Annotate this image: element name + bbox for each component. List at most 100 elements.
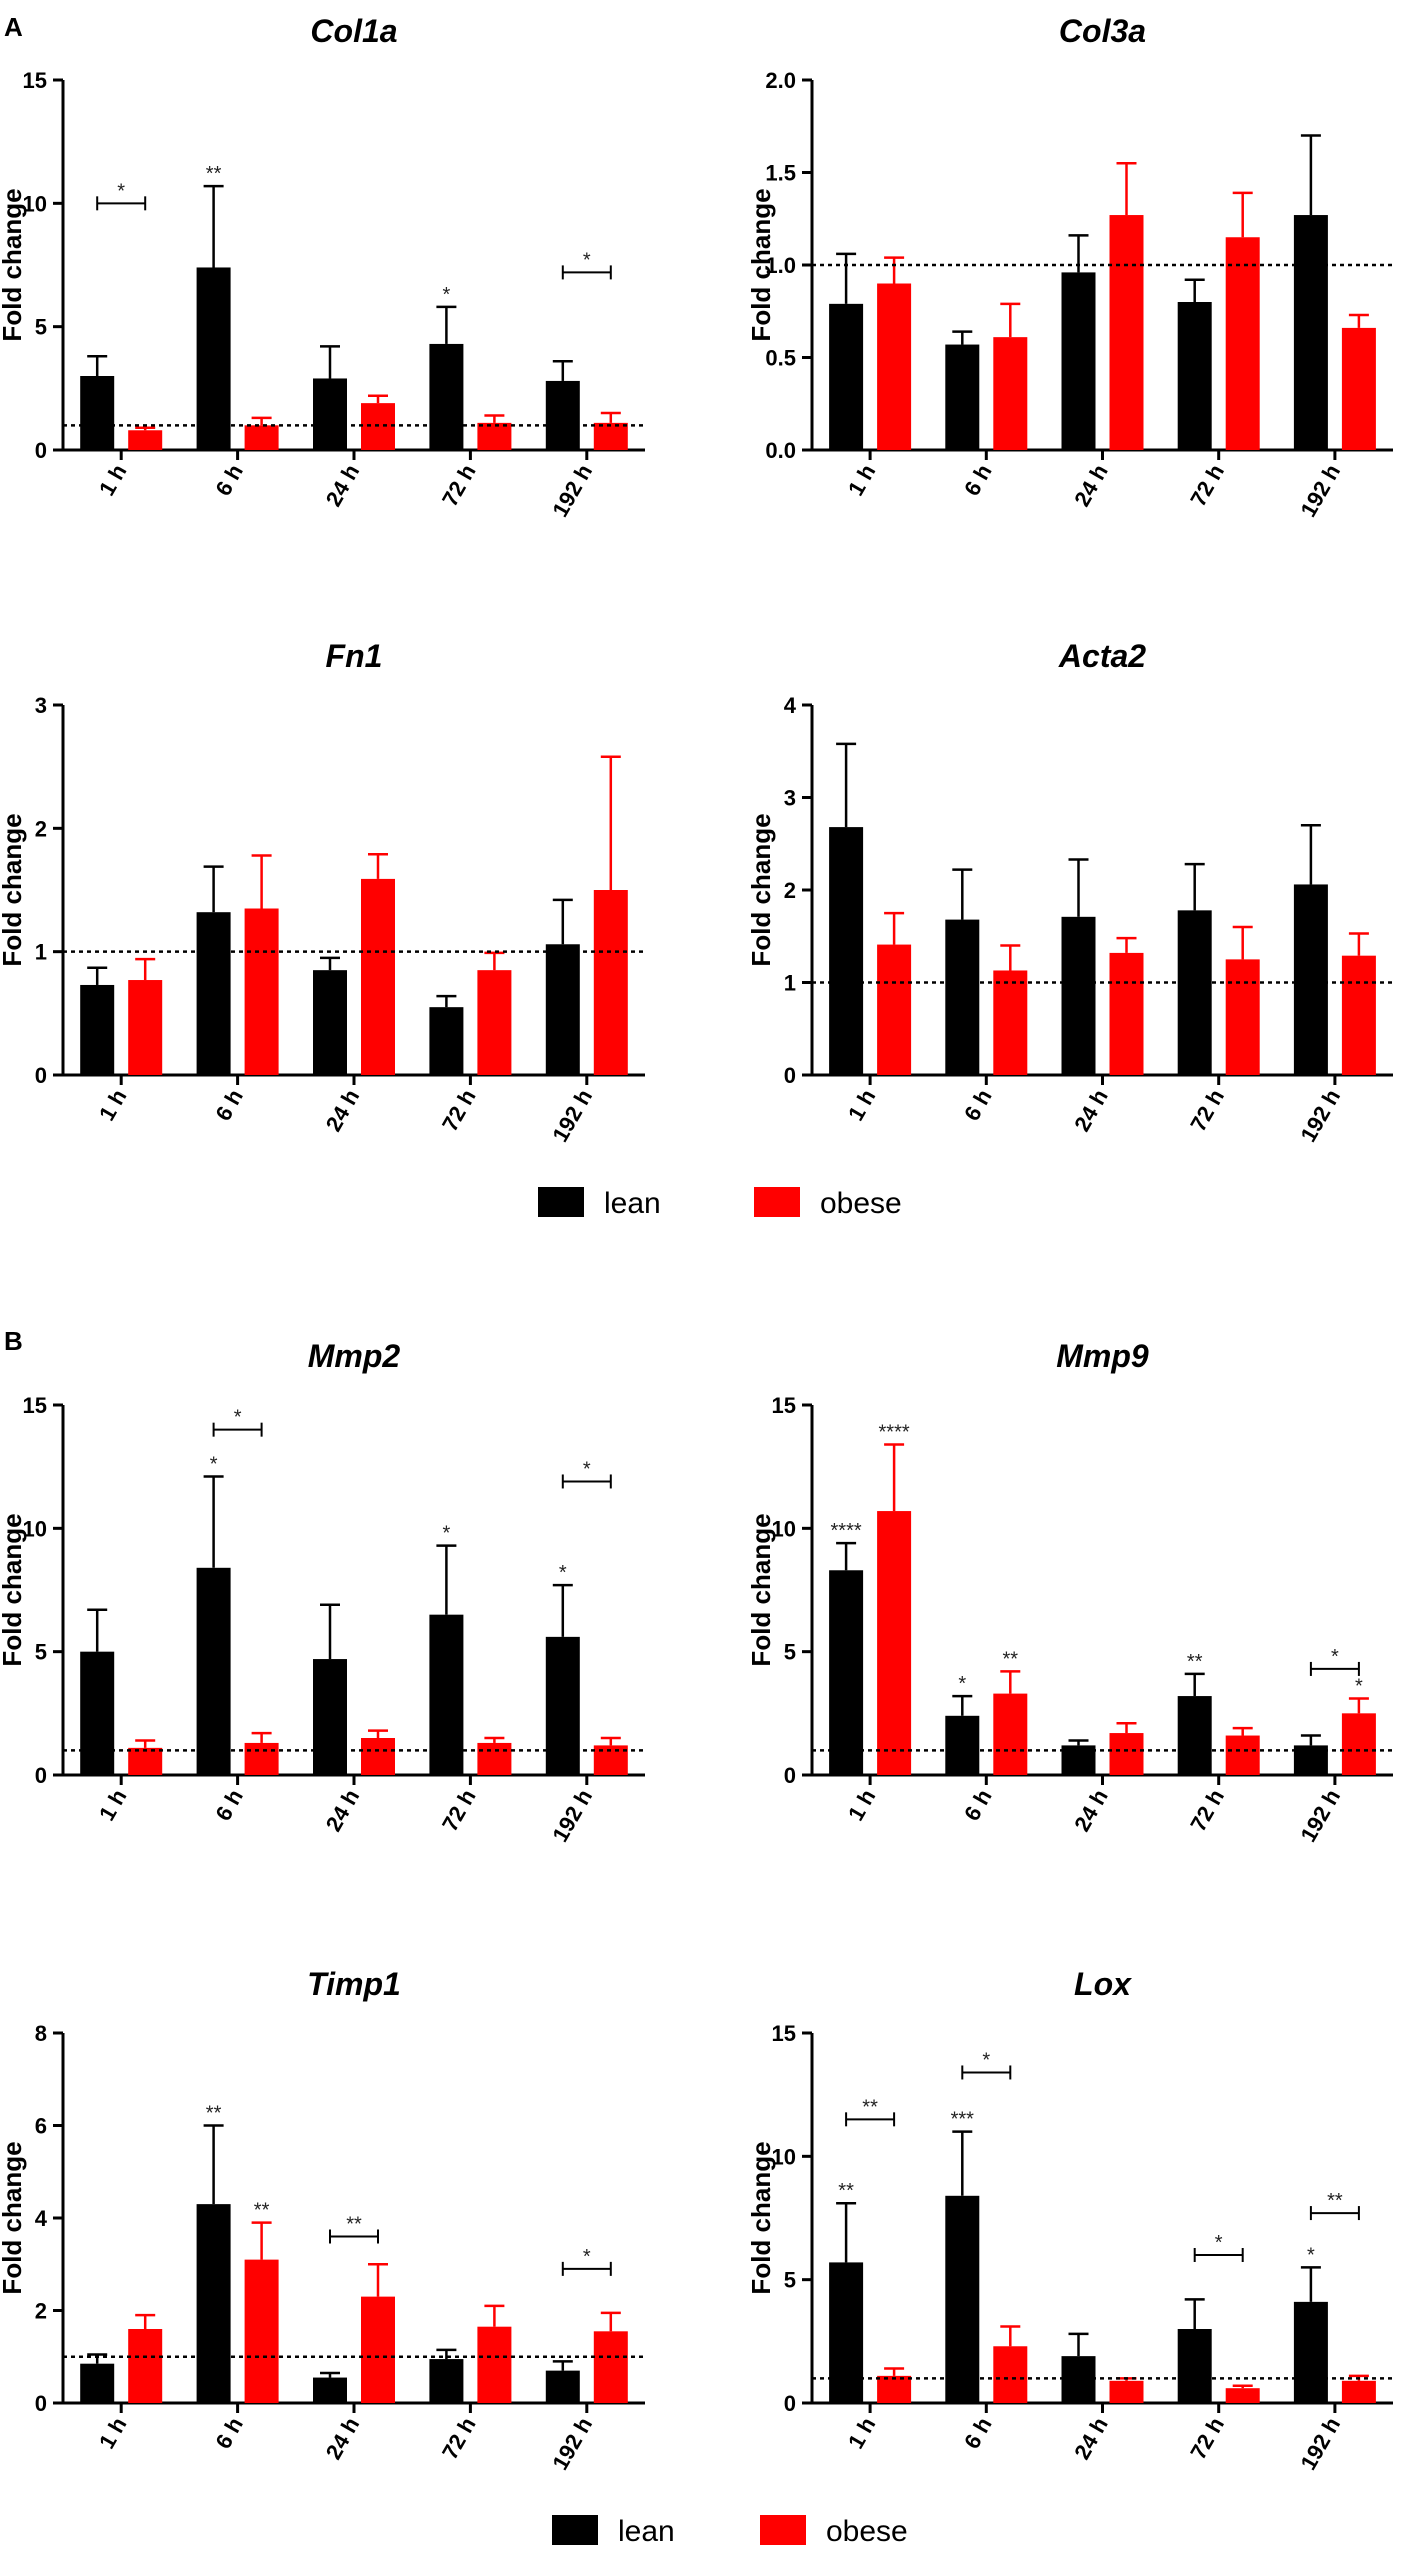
bracket-label: * <box>234 1407 242 1429</box>
bar-lean <box>80 984 115 1075</box>
bar-lean <box>945 2195 980 2403</box>
bar-lean <box>1177 1696 1212 1775</box>
y-axis-label: Fold change <box>746 1513 776 1666</box>
bar-obese <box>1225 237 1260 450</box>
y-axis-label: Fold change <box>0 188 27 341</box>
significance-star: * <box>443 284 451 306</box>
bar-lean <box>1293 884 1328 1075</box>
bar-obese <box>1341 1713 1376 1775</box>
y-tick-label: 15 <box>772 2021 796 2046</box>
y-tick-label: 0 <box>35 438 47 463</box>
bar-obese <box>877 944 912 1075</box>
x-tick-label: 72 h <box>437 1085 481 1136</box>
bracket-label: ** <box>862 2096 878 2118</box>
bar-obese <box>477 1742 512 1775</box>
y-tick-label: 5 <box>35 315 47 340</box>
bar-lean <box>829 1570 864 1775</box>
bar-lean <box>80 2363 115 2403</box>
x-tick-label: 1 h <box>843 2413 881 2453</box>
bar-obese <box>128 980 163 1075</box>
bar-obese <box>993 1693 1028 1775</box>
significance-star: * <box>443 1523 451 1545</box>
significance-star: ** <box>206 2103 222 2125</box>
bar-obese <box>877 2375 912 2403</box>
y-tick-label: 1.5 <box>765 161 796 186</box>
y-axis-label: Fold change <box>746 2141 776 2294</box>
chart-fn1: Fn1 Fold change 0 1 2 3 1 h 6 h 24 h 72 h 192 h <box>0 638 645 1146</box>
bar-obese <box>1109 215 1144 450</box>
x-tick-label: 72 h <box>437 460 481 511</box>
x-tick-label: 72 h <box>1185 1085 1229 1136</box>
bar-obese <box>993 337 1028 450</box>
bar-lean <box>1293 215 1328 450</box>
chart-title: Acta2 <box>1058 638 1146 674</box>
bar-lean <box>545 944 580 1075</box>
bar-lean <box>1177 2329 1212 2403</box>
significance-star: * <box>1307 2244 1315 2266</box>
bar-lean <box>1177 302 1212 450</box>
bar-obese <box>128 430 163 450</box>
bar-obese <box>244 1742 279 1775</box>
bar-obese <box>993 970 1028 1075</box>
y-axis-label: Fold change <box>746 813 776 966</box>
legend-a: lean obese <box>538 1187 902 1220</box>
bar-obese <box>361 878 395 1075</box>
x-tick-label: 6 h <box>210 1085 248 1125</box>
y-tick-label: 2 <box>784 878 796 903</box>
bar-lean <box>1293 2301 1328 2403</box>
bar-lean <box>196 1567 231 1775</box>
bar-obese <box>477 970 512 1075</box>
x-tick-label: 1 h <box>94 460 132 500</box>
bar-lean <box>945 919 980 1075</box>
y-tick-label: 1 <box>35 940 47 965</box>
x-tick-label: 24 h <box>321 2413 365 2464</box>
bar-lean <box>196 267 231 450</box>
x-tick-label: 192 h <box>1295 1785 1345 1846</box>
significance-star: * <box>559 1562 567 1584</box>
bar-lean <box>545 1636 580 1775</box>
significance-star: ** <box>1187 1651 1203 1673</box>
bar-lean <box>313 1659 347 1775</box>
y-tick-label: 0 <box>784 1063 796 1088</box>
bar-obese <box>128 2329 163 2403</box>
x-tick-label: 192 h <box>547 1785 597 1846</box>
bar-lean <box>80 1651 115 1775</box>
bracket-label: * <box>583 249 591 271</box>
x-tick-label: 1 h <box>94 1085 132 1125</box>
chart-col3a: Col3a Fold change 0.0 0.5 1.0 1.5 2.0 1 h 6 h 24 … <box>746 13 1393 521</box>
bar-lean <box>429 1614 464 1775</box>
bar-lean <box>313 2377 347 2403</box>
chart-title: Timp1 <box>307 1966 401 2002</box>
y-tick-label: 5 <box>35 1640 47 1665</box>
legend-swatch-lean <box>552 2515 598 2545</box>
bar-lean <box>313 970 347 1075</box>
bar-obese <box>1225 1735 1260 1775</box>
y-tick-label: 15 <box>772 1393 796 1418</box>
bar-obese <box>1341 955 1376 1075</box>
y-tick-label: 6 <box>35 2114 47 2139</box>
bar-obese <box>244 908 279 1075</box>
y-tick-label: 15 <box>23 68 47 93</box>
x-tick-label: 6 h <box>959 2413 997 2453</box>
bar-obese <box>1109 952 1144 1075</box>
bar-obese <box>877 1511 912 1775</box>
bracket-label: ** <box>346 2214 362 2236</box>
significance-star: * <box>958 1673 966 1695</box>
bar-lean <box>80 376 115 450</box>
y-tick-label: 1 <box>784 971 796 996</box>
significance-star: ** <box>1003 1648 1019 1670</box>
y-tick-label: 0 <box>784 2391 796 2416</box>
y-tick-label: 10 <box>772 2144 796 2169</box>
x-tick-label: 6 h <box>210 1785 248 1825</box>
bar-obese <box>993 2346 1028 2403</box>
x-tick-label: 6 h <box>959 1785 997 1825</box>
chart-title: Col1a <box>310 13 397 49</box>
y-tick-label: 2 <box>35 2299 47 2324</box>
chart-title: Lox <box>1074 1966 1132 2002</box>
x-tick-label: 1 h <box>94 2413 132 2453</box>
bar-obese <box>361 2296 395 2403</box>
y-tick-label: 5 <box>784 2268 796 2293</box>
y-tick-label: 0.5 <box>765 346 796 371</box>
